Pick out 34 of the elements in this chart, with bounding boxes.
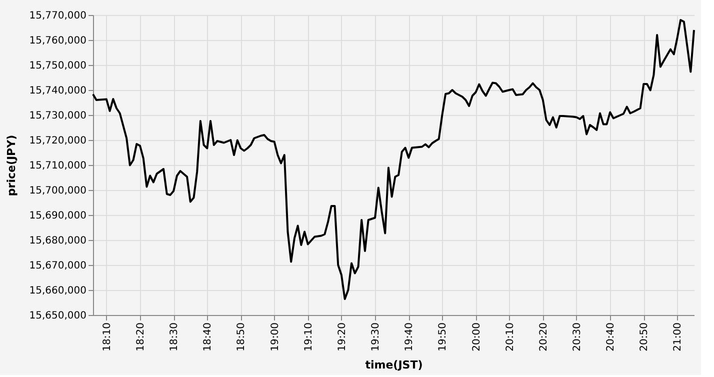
- x-tick-label: 20:40: [606, 322, 617, 352]
- x-tick-label: 19:40: [404, 322, 416, 352]
- x-tick-label: 19:30: [370, 322, 382, 352]
- y-tick-label: 15,760,000: [29, 36, 86, 46]
- y-tick-label: 15,720,000: [29, 136, 86, 146]
- x-tick-label: 18:50: [236, 322, 248, 352]
- y-tick-label: 15,650,000: [29, 310, 86, 322]
- x-axis-title: time(JST): [365, 358, 423, 372]
- x-tick-label: 18:30: [169, 322, 180, 352]
- x-tick-label: 19:20: [336, 322, 348, 352]
- y-tick-label: 15,670,000: [29, 260, 86, 272]
- x-tick-label: 18:20: [136, 322, 146, 352]
- x-tick-label: 20:00: [471, 322, 482, 352]
- y-tick-label: 15,660,000: [29, 286, 86, 296]
- y-tick-label: 15,770,000: [29, 10, 86, 22]
- x-tick-label: 20:20: [538, 322, 550, 352]
- y-tick-label: 15,740,000: [29, 86, 86, 96]
- y-axis-title: price(JPY): [5, 134, 18, 196]
- y-tick-label: 15,690,000: [29, 210, 86, 222]
- x-tick-label: 18:40: [202, 322, 214, 352]
- y-tick-label: 15,730,000: [29, 110, 86, 122]
- y-tick-label: 15,710,000: [29, 160, 86, 172]
- y-tick-label: 15,750,000: [29, 60, 86, 72]
- x-tick-label: 20:50: [639, 322, 650, 352]
- x-tick-label: 19:00: [270, 322, 281, 352]
- y-tick-label: 15,700,000: [29, 186, 86, 196]
- x-tick-label: 20:30: [572, 322, 583, 352]
- x-tick-label: 19:10: [303, 322, 314, 352]
- x-tick-label: 20:10: [504, 322, 516, 352]
- y-tick-label: 15,680,000: [29, 236, 86, 246]
- x-tick-label: 21:00: [672, 322, 684, 352]
- line-series: [92, 19, 695, 300]
- x-tick-label: 18:10: [102, 322, 113, 352]
- x-tick-label: 19:50: [438, 322, 449, 352]
